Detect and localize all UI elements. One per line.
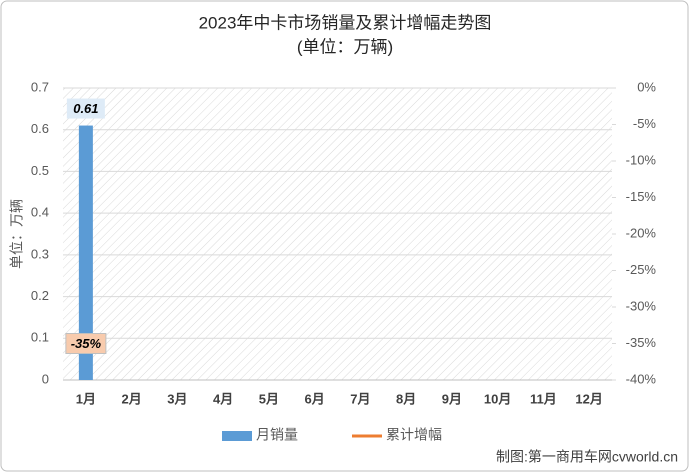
y-tick-label: 0.7 — [31, 79, 49, 94]
x-tick-label: 11月 — [530, 391, 557, 406]
x-tick-label: 10月 — [484, 391, 511, 406]
x-tick-label: 2月 — [122, 391, 142, 406]
y2-tick-label: -25% — [626, 262, 657, 277]
y-tick-label: 0 — [42, 371, 49, 386]
y-tick-label: 0.3 — [31, 246, 49, 261]
x-tick-label: 12月 — [575, 391, 602, 406]
y2-tick-label: 0% — [637, 79, 656, 94]
y-tick-label: 0.2 — [31, 288, 49, 303]
data-label-box — [65, 333, 107, 354]
y-tick-label: 0.1 — [31, 330, 49, 345]
y-axis-label: 单位：万辆 — [9, 199, 25, 269]
x-tick-label: 3月 — [167, 391, 187, 406]
plot-area — [63, 88, 612, 380]
bar — [78, 125, 93, 381]
x-tick-label: 1月 — [76, 391, 96, 406]
y2-tick-label: -5% — [633, 116, 657, 131]
y2-tick-label: -15% — [626, 189, 657, 204]
source: 制图:第一商用车网cvworld.cn — [496, 449, 678, 465]
y2-tick-label: -40% — [626, 371, 657, 386]
legend-swatch — [222, 431, 252, 441]
x-tick-label: 4月 — [213, 391, 233, 406]
y2-tick-label: -10% — [626, 152, 657, 167]
data-label-box — [66, 98, 105, 119]
x-tick-label: 9月 — [442, 391, 462, 406]
data-label: 0.61 — [73, 101, 98, 116]
data-label: -35% — [71, 336, 102, 351]
legend-label: 月销量 — [256, 427, 298, 443]
y2-tick-label: -35% — [626, 335, 657, 350]
y-tick-label: 0.6 — [31, 121, 49, 136]
x-tick-label: 7月 — [350, 391, 370, 406]
chart-subtitle: (单位：万辆) — [297, 37, 393, 56]
y-tick-label: 0.5 — [31, 163, 49, 178]
x-tick-label: 8月 — [396, 391, 416, 406]
x-tick-label: 6月 — [305, 391, 325, 406]
y2-tick-label: -30% — [626, 298, 657, 313]
y2-tick-label: -20% — [626, 225, 657, 240]
chart-title: 2023年中卡市场销量及累计增幅走势图 — [199, 13, 492, 32]
x-tick-label: 5月 — [259, 391, 279, 406]
y-tick-label: 0.4 — [31, 205, 49, 220]
legend-label: 累计增幅 — [386, 427, 442, 443]
